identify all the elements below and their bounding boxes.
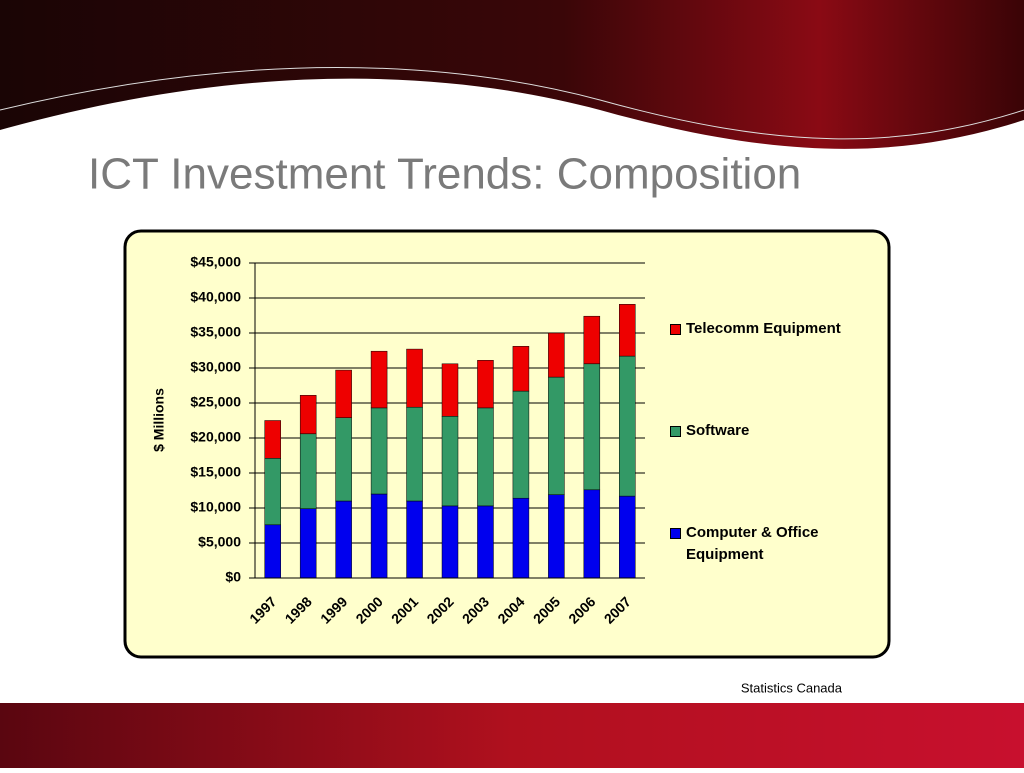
y-tick-label: $10,000 [190, 499, 241, 515]
bar-segment [548, 494, 565, 579]
y-tick-label: $20,000 [190, 429, 241, 445]
bar-segment [441, 505, 459, 579]
bar-segment [548, 376, 565, 495]
legend-entry: Software [668, 420, 883, 442]
legend-label: Computer & Office Equipment [686, 524, 819, 563]
y-tick-label: $40,000 [190, 289, 241, 305]
legend-swatch [670, 528, 681, 539]
bar-segment [512, 390, 530, 499]
bar-segment [335, 369, 352, 418]
slide-title: ICT Investment Trends: Composition [88, 150, 801, 199]
bar-segment [299, 508, 317, 579]
header-line [0, 67, 1024, 140]
y-axis-label: $ Millions [151, 388, 167, 452]
bar-segment [477, 505, 494, 579]
legend-entry: Computer & Office Equipment [668, 522, 883, 566]
legend-label: Software [686, 422, 750, 439]
source: Statistics Canada [741, 680, 843, 695]
legend-box: Computer & Office Equipment Software Telec… [668, 318, 888, 598]
bar-segment [335, 500, 352, 579]
bar-segment [406, 500, 423, 579]
legend-label: Telecomm Equipment [686, 320, 841, 337]
y-tick-label: $5,000 [198, 534, 241, 550]
y-tick-label: $45,000 [190, 254, 241, 270]
legend-swatch [670, 324, 681, 335]
bar-segment [299, 395, 317, 435]
bar-segment [264, 458, 281, 526]
legend: Computer & Office Equipment Software Telec… [668, 318, 888, 598]
legend-swatch [670, 426, 681, 437]
bar-segment [264, 524, 281, 579]
bar-segment [548, 332, 565, 378]
bar-segment [441, 416, 459, 507]
bar-segment [370, 407, 388, 495]
bar-segment [370, 350, 388, 409]
bar-segment [512, 497, 530, 579]
legend-entry: Telecomm Equipment [668, 318, 883, 340]
y-tick-label: $30,000 [190, 359, 241, 375]
y-tick-label: $0 [225, 569, 241, 585]
bar-segment [406, 406, 423, 502]
bar-segment [299, 433, 317, 509]
y-tick-label: $25,000 [190, 394, 241, 410]
bar-segment [583, 363, 601, 491]
bar-segment [619, 355, 636, 497]
bar-segment [583, 489, 601, 579]
bar-segment [583, 315, 601, 365]
y-tick-label: $35,000 [190, 324, 241, 340]
bar-segment [370, 493, 388, 579]
bar-segment [512, 346, 530, 392]
bar-segment [619, 495, 636, 579]
bar-segment [335, 417, 352, 502]
y-tick-label: $15,000 [190, 464, 241, 480]
footer-band [0, 703, 1024, 768]
bar-segment [441, 363, 459, 417]
bar-segment [477, 360, 494, 409]
bar-segment [477, 407, 494, 507]
bar-segment [406, 348, 423, 408]
bar-segment [264, 420, 281, 459]
bar-segment [619, 304, 636, 357]
